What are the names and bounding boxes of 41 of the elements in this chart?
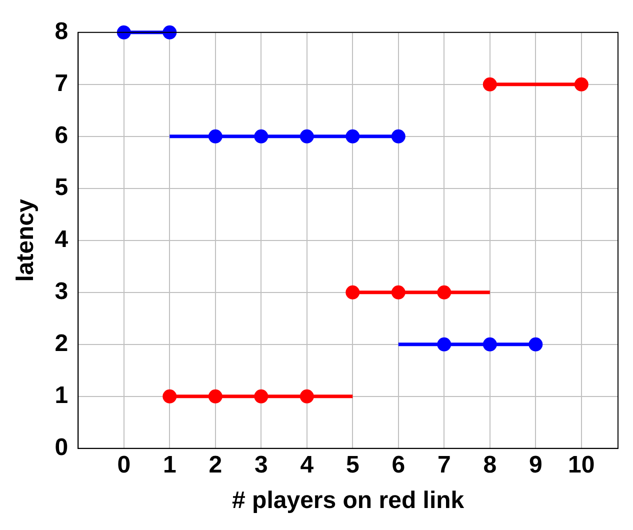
y-tick-label: 1 (54, 382, 68, 410)
x-tick-label: 3 (254, 451, 268, 478)
x-tick-label: 8 (483, 451, 497, 478)
point (482, 337, 497, 352)
point (482, 77, 497, 92)
y-axis-title: latency (12, 198, 40, 282)
y-tick-label: 7 (54, 70, 68, 98)
point (254, 129, 268, 144)
point (208, 129, 222, 144)
y-tick-label: 2 (54, 330, 68, 358)
point (254, 389, 268, 404)
point (300, 129, 314, 144)
x-tick-label: 5 (346, 451, 360, 478)
point (116, 25, 131, 40)
point (300, 389, 314, 404)
x-tick-label: 2 (208, 451, 222, 478)
point (437, 285, 452, 300)
point (346, 129, 360, 144)
x-tick-label: 9 (528, 451, 542, 478)
point (391, 129, 406, 144)
y-tick-label: 4 (54, 226, 69, 254)
y-tick-label: 0 (54, 434, 68, 462)
point (437, 337, 452, 352)
point (162, 25, 177, 40)
x-tick-label: 6 (392, 451, 406, 478)
x-tick-label: 0 (117, 451, 131, 478)
point (574, 77, 588, 92)
x-tick-label: 10 (568, 451, 595, 478)
x-axis-title: # players on red link (232, 487, 465, 514)
y-tick-label: 3 (54, 278, 68, 306)
point (391, 285, 406, 300)
point (528, 337, 543, 352)
y-tick-label: 6 (54, 122, 68, 150)
x-tick-label: 7 (437, 451, 451, 478)
point (346, 285, 360, 300)
x-tick-label: 4 (300, 451, 314, 478)
point (162, 389, 177, 404)
x-tick-label: 1 (162, 451, 176, 478)
point (208, 389, 222, 404)
y-tick-label: 5 (54, 174, 68, 202)
y-tick-label: 8 (54, 18, 68, 46)
